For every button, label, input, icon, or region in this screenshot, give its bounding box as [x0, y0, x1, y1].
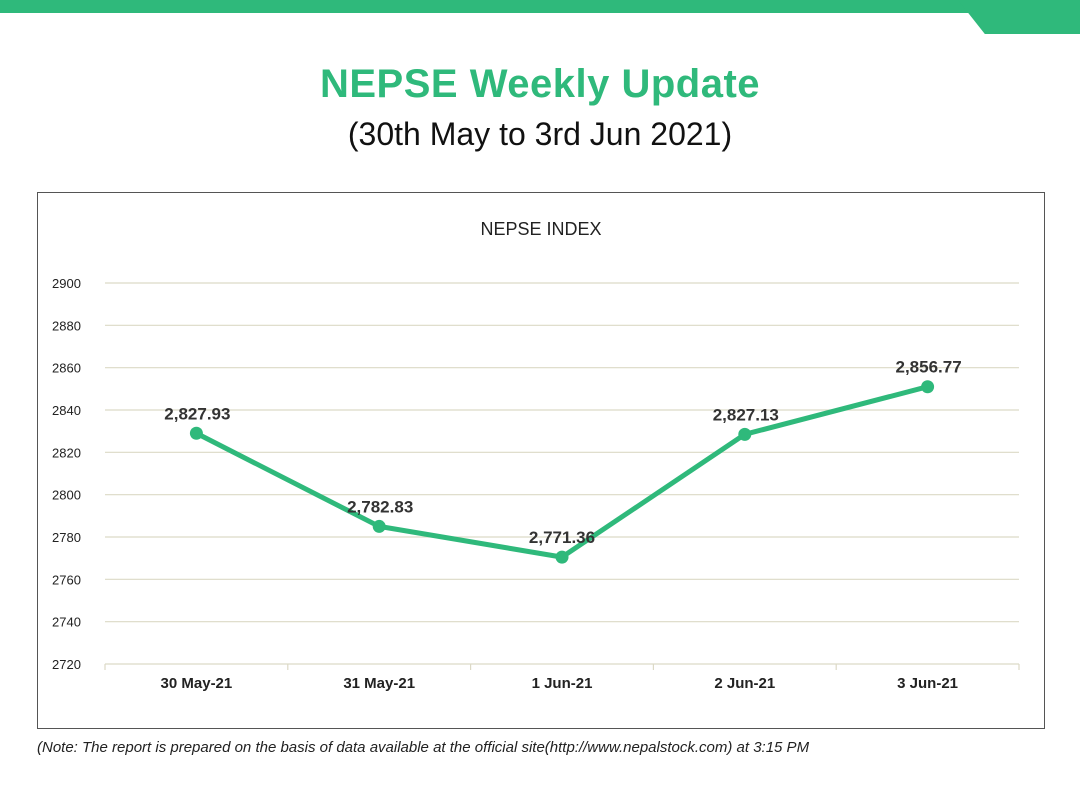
y-tick-label: 2860 [52, 361, 81, 376]
chart-title: NEPSE INDEX [480, 219, 601, 239]
y-tick-label: 2720 [52, 657, 81, 672]
y-tick-label: 2880 [52, 318, 81, 333]
x-category-label: 3 Jun-21 [897, 675, 958, 692]
data-label: 2,782.83 [347, 497, 413, 516]
x-category-label: 30 May-21 [161, 675, 233, 692]
data-point [738, 427, 752, 441]
top-accent-tab [958, 0, 1080, 34]
y-tick-label: 2820 [52, 445, 81, 460]
y-tick-label: 2740 [52, 615, 81, 630]
y-tick-label: 2760 [52, 572, 81, 587]
y-tick-label: 2900 [52, 276, 81, 291]
footer-note: (Note: The report is prepared on the bas… [37, 739, 810, 756]
nepse-line-chart: NEPSE INDEX 2900 2880 2860 2840 2820 2800 2780… [52, 219, 1020, 692]
x-category-label: 31 May-21 [343, 675, 415, 692]
y-tick-label: 2800 [52, 488, 81, 503]
data-label: 2,827.93 [164, 404, 230, 423]
page-subtitle: (30th May to 3rd Jun 2021) [347, 116, 733, 152]
data-point [921, 380, 935, 394]
y-tick-label: 2840 [52, 403, 81, 418]
y-tick-label: 2780 [52, 530, 81, 545]
page-title: NEPSE Weekly Update [319, 62, 761, 106]
x-category-label: 1 Jun-21 [532, 675, 593, 692]
data-label: 2,827.13 [713, 405, 779, 424]
data-point [372, 519, 386, 533]
data-point [555, 550, 569, 564]
data-point [189, 426, 203, 440]
top-accent-bar [0, 0, 1080, 13]
data-label: 2,771.36 [529, 528, 595, 547]
data-label: 2,856.77 [896, 358, 962, 377]
chart-frame: NEPSE INDEX 2900 2880 2860 2840 2820 2800 2780… [37, 192, 1045, 729]
x-category-label: 2 Jun-21 [714, 675, 775, 692]
